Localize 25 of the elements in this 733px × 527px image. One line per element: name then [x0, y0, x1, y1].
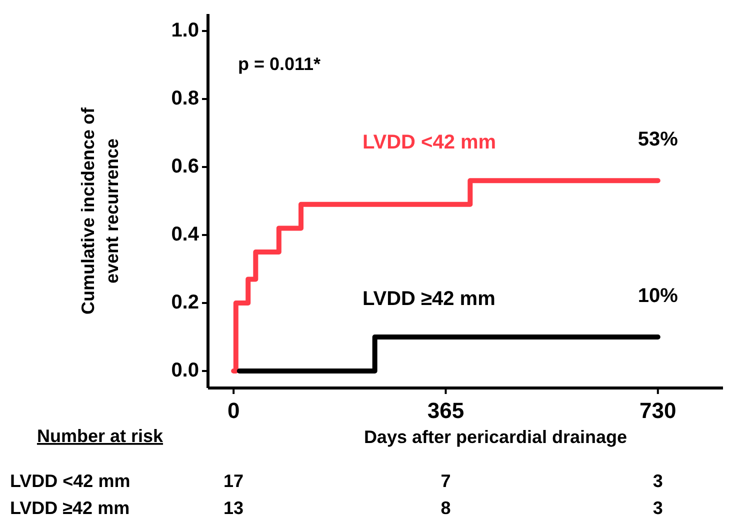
annotation: 53%: [638, 128, 678, 151]
y-tick-label: 0.0: [171, 359, 199, 382]
x-tick-label: 730: [640, 398, 676, 423]
series-label: LVDD <42 mm: [362, 131, 496, 154]
annotation: 10%: [638, 285, 678, 307]
x-tick-label: 0: [227, 398, 240, 423]
series-label: LVDD ≥42 mm: [362, 288, 496, 310]
y-tick-label: 0.6: [171, 155, 199, 178]
text: LVDD ≥42 mm: [10, 498, 130, 518]
text: 17: [224, 471, 244, 491]
y-tick-label: 0.2: [171, 291, 199, 314]
text: 3: [652, 471, 663, 491]
y-tick-label: 0.8: [171, 87, 199, 110]
text: 8: [440, 498, 451, 518]
y-tick-label: 1.0: [171, 19, 199, 42]
x-tick-label: 365: [427, 398, 464, 423]
x-axis-title: Days after pericardial drainage: [364, 427, 628, 447]
y-axis-title: Cumulative incidence of event recurrence: [78, 106, 122, 315]
text: 7: [440, 471, 451, 491]
text: 3: [652, 498, 663, 518]
text: 13: [224, 498, 244, 518]
text: Number at risk: [36, 426, 164, 446]
y-tick-label: 0.4: [171, 223, 200, 246]
annotation: p = 0.011*: [238, 54, 321, 74]
text: LVDD <42 mm: [10, 471, 130, 491]
